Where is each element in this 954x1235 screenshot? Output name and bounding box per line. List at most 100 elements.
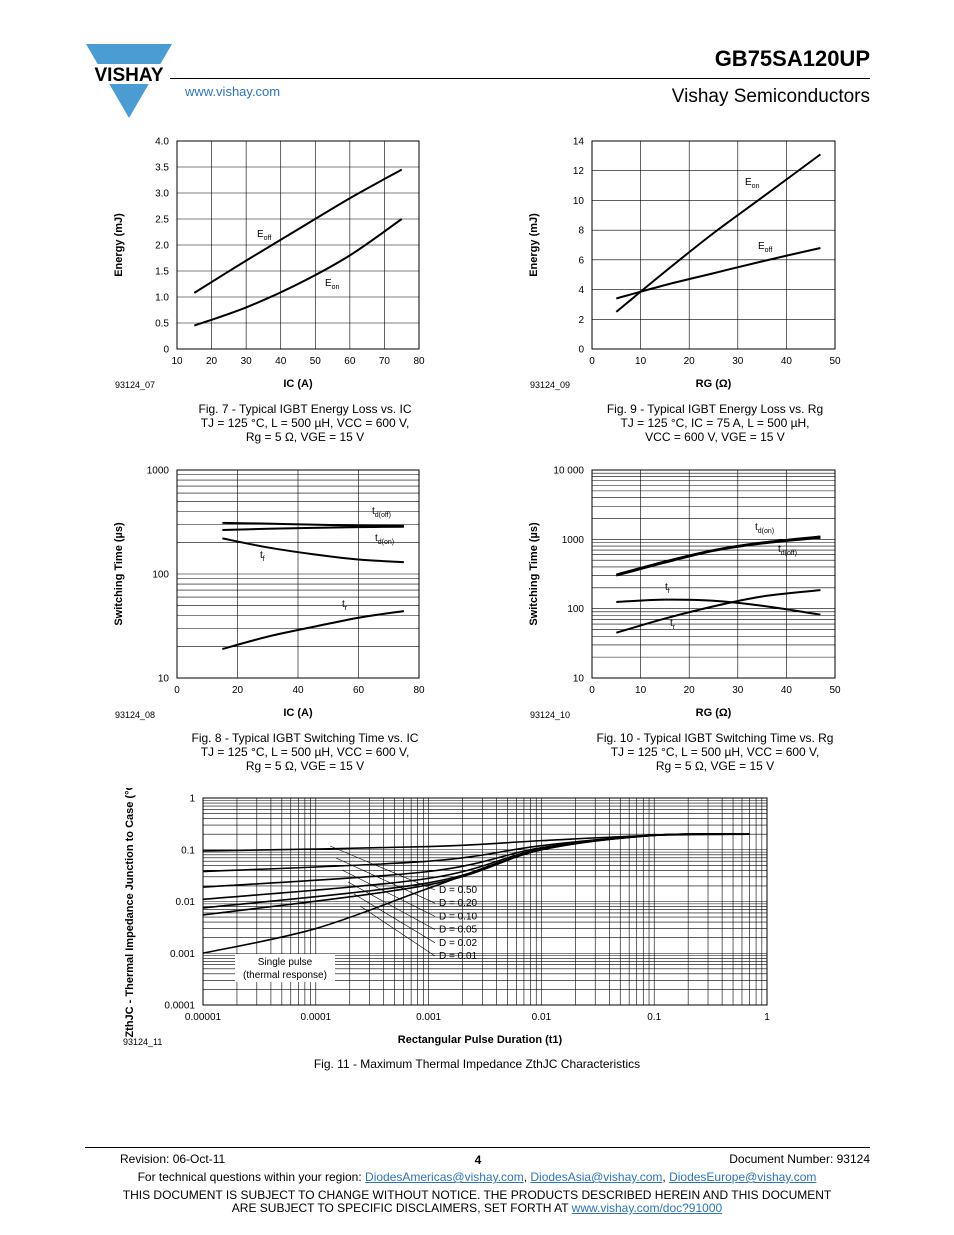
- x-axis-label: RG (Ω): [696, 707, 732, 719]
- series-label-eon: Eon: [325, 278, 340, 291]
- x-tick-label: 40: [275, 356, 287, 367]
- x-tick-label: 30: [241, 356, 253, 367]
- y-axis-label: Switching Time (µs): [113, 522, 125, 626]
- company-subtitle: Vishay Semiconductors: [671, 86, 870, 107]
- y-tick-label: 2: [578, 315, 584, 326]
- legend-item: D = 0.20: [439, 898, 478, 909]
- series-line-tr: [616, 589, 821, 634]
- logo-graphic: VISHAY: [80, 44, 180, 118]
- fig7-plot: 0 0.5 1.0 1.5 2.0 2.5 3.0 3.5 4.0 10 20 30 40 50 60 70 8…: [113, 137, 425, 391]
- disclaimer-link[interactable]: www.vishay.com/doc?91000: [571, 1201, 723, 1215]
- document-number: Document Number: 93124: [729, 1152, 870, 1166]
- fig10-caption: Fig. 10 - Typical IGBT Switching Time vs…: [525, 731, 905, 773]
- x-tick-label: 40: [781, 356, 793, 367]
- x-tick-label: 10: [635, 685, 647, 696]
- figure-id: 93124_08: [115, 710, 155, 720]
- fig8-plot: 10 100 1000 0 20 40 60 80 IC (A) Switching Time (…: [113, 466, 425, 721]
- series-label-tr: tr: [670, 618, 676, 631]
- series-line-tf: [222, 537, 404, 564]
- y-tick-label: 4.0: [155, 137, 169, 148]
- legend-leader: [335, 857, 436, 904]
- x-tick-label: 40: [781, 685, 793, 696]
- figure-id: 93124_07: [115, 380, 155, 390]
- y-tick-label: 0.1: [181, 845, 195, 856]
- disclaimer-line2-text: ARE SUBJECT TO SPECIFIC DISCLAIMERS, SET…: [231, 1201, 572, 1215]
- x-tick-label: 0: [589, 685, 595, 696]
- email-asia-link[interactable]: DiodesAsia@vishay.com: [530, 1170, 663, 1184]
- y-tick-label: 2.5: [155, 215, 169, 226]
- x-tick-label: 0.1: [647, 1012, 661, 1023]
- fig7-chart: 0 0.5 1.0 1.5 2.0 2.5 3.0 3.5 4.0 10 20 30 40 50 60 70 8…: [100, 130, 440, 400]
- series-label-tdoff: td(off): [372, 506, 391, 519]
- vishay-logo: VISHAY: [80, 44, 180, 125]
- series-line-d010: [202, 833, 750, 888]
- series-label-eoff: Eoff: [758, 241, 772, 254]
- legend-leader: [347, 881, 436, 930]
- x-tick-label: 80: [413, 685, 425, 696]
- y-tick-label: 10: [158, 674, 170, 685]
- series-line-tdoff: [616, 536, 821, 577]
- fig11-chart: 0.0001 0.001 0.01 0.1 1 0.00001 0.0001 0.001 0.0…: [100, 765, 800, 1063]
- figure-id: 93124_10: [530, 710, 570, 720]
- legend-leader: [359, 905, 436, 957]
- x-tick-label: 20: [206, 356, 218, 367]
- y-tick-label: 6: [578, 255, 584, 266]
- fig8-caption: Fig. 8 - Typical IGBT Switching Time vs.…: [115, 731, 495, 773]
- x-tick-label: 1: [764, 1012, 770, 1023]
- series-line-tdon: [222, 525, 404, 531]
- email-europe-link[interactable]: DiodesEurope@vishay.com: [669, 1170, 817, 1184]
- fig9-caption: Fig. 9 - Typical IGBT Energy Loss vs. Rg…: [525, 402, 905, 444]
- series-label-tf: tf: [665, 582, 670, 595]
- footer-contact: For technical questions within your regi…: [60, 1170, 894, 1184]
- legend-leader: [341, 869, 436, 917]
- series-label-eon: Eon: [745, 177, 760, 190]
- y-tick-label: 0.001: [170, 949, 195, 960]
- series-label-tdoff: td(off): [778, 544, 797, 557]
- legend-item: D = 0.05: [439, 925, 478, 936]
- series-label-tr: tr: [342, 599, 348, 612]
- x-tick-label: 0.00001: [185, 1012, 222, 1023]
- series-label-tdon: td(on): [755, 522, 774, 535]
- x-tick-label: 20: [684, 356, 696, 367]
- plot-frame: [591, 140, 836, 350]
- plot-frame: [202, 797, 768, 1006]
- series-line-d020: [202, 833, 750, 873]
- fig8-chart: 10 100 1000 0 20 40 60 80 IC (A) Switching Time (…: [100, 460, 440, 730]
- contact-prefix: For technical questions within your regi…: [137, 1170, 366, 1184]
- fig7-caption-line2: TJ = 125 °C, L = 500 µH, VCC = 600 V,: [200, 416, 410, 430]
- x-tick-label: 10: [171, 356, 183, 367]
- annotation-line1: Single pulse: [258, 957, 313, 968]
- disclaimer-line2: ARE SUBJECT TO SPECIFIC DISCLAIMERS, SET…: [60, 1201, 894, 1215]
- fig10-caption-line1: Fig. 10 - Typical IGBT Switching Time vs…: [596, 731, 834, 745]
- series-line-eon: [193, 218, 403, 327]
- fig8-caption-line2: TJ = 125 °C, L = 500 µH, VCC = 600 V,: [200, 745, 410, 759]
- x-axis-label: IC (A): [283, 378, 313, 390]
- email-americas-link[interactable]: DiodesAmericas@vishay.com: [365, 1170, 524, 1184]
- x-tick-label: 50: [310, 356, 322, 367]
- y-tick-label: 1000: [562, 535, 585, 546]
- x-tick-label: 20: [684, 685, 696, 696]
- legend-item: D = 0.01: [439, 951, 478, 962]
- x-tick-label: 50: [829, 685, 841, 696]
- fig9-caption-line1: Fig. 9 - Typical IGBT Energy Loss vs. Rg: [606, 402, 824, 416]
- series-label-eoff: Eoff: [257, 229, 271, 242]
- y-tick-label: 0.01: [176, 897, 196, 908]
- website-link[interactable]: www.vishay.com: [185, 84, 281, 99]
- fig10-chart: 10 100 1000 10 000 0 10 20 30 40 50 RG (Ω) Switchin…: [520, 460, 860, 730]
- y-tick-label: 12: [573, 166, 585, 177]
- x-axis-label: Rectangular Pulse Duration (t1): [398, 1034, 563, 1046]
- x-tick-label: 0.0001: [301, 1012, 332, 1023]
- logo-text: VISHAY: [95, 65, 164, 86]
- fig10-caption-line3: Rg = 5 Ω, VGE = 15 V: [655, 759, 775, 773]
- x-tick-label: 80: [413, 356, 425, 367]
- fig7-caption-line3: Rg = 5 Ω, VGE = 15 V: [245, 430, 365, 444]
- legend-item: D = 0.50: [439, 885, 478, 896]
- legend-leader: [353, 893, 436, 944]
- fig8-caption-line3: Rg = 5 Ω, VGE = 15 V: [245, 759, 365, 773]
- y-tick-label: 1000: [147, 466, 170, 477]
- y-tick-label: 0: [163, 345, 169, 356]
- x-tick-label: 30: [732, 356, 744, 367]
- legend-item: D = 0.02: [439, 938, 478, 949]
- y-tick-label: 10 000: [553, 466, 584, 477]
